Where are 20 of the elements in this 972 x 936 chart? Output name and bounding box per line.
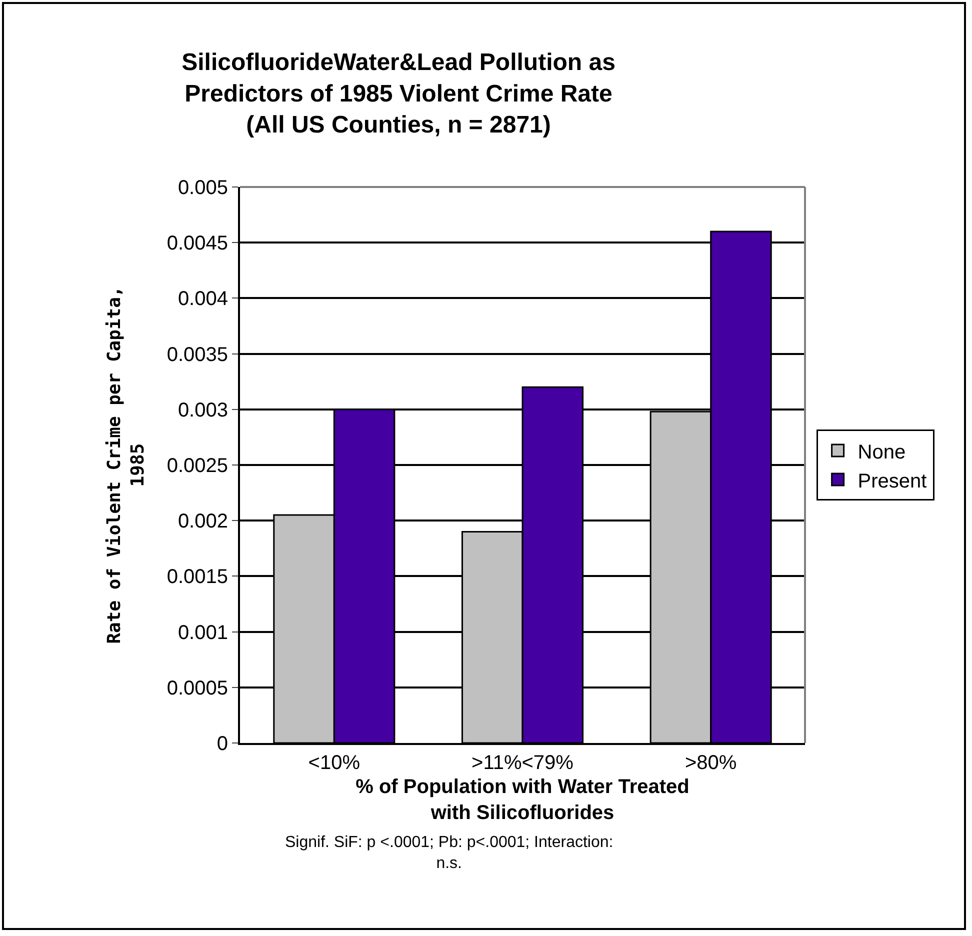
x-tick-label: >80% (684, 752, 737, 774)
y-tick-label: 0.002 (178, 510, 228, 533)
legend-label: None (858, 441, 906, 464)
y-tick-label: 0.005 (178, 177, 228, 199)
y-tick-label: 0.0035 (166, 344, 228, 366)
chart-title: SilicofluorideWater&Lead Pollution as Predictors of 1985 Violent Crime Rate (All US Counties, n = 2871) (182, 49, 616, 139)
y-tick-label: 0.0045 (166, 232, 228, 255)
y-tick-label: 0.0025 (166, 455, 228, 477)
y-tick-label: 0.004 (178, 288, 228, 310)
y-tick-label: 0 (216, 733, 228, 755)
x-axis-title: % of Population with Water Treated with Silicofluorides (356, 776, 690, 824)
x-tick-label: <10% (308, 752, 360, 774)
legend-label: Present (858, 470, 928, 492)
y-tick-label: 0.0005 (166, 677, 228, 700)
text: Signif. SiF: p <.0001; Pb: p<.0001; Interaction: n.s. (285, 834, 614, 872)
y-tick-label: 0.0015 (166, 566, 228, 588)
y-tick-label: 0.001 (178, 622, 228, 644)
y-axis-title: Rate of Violent Crime per Capita, 1985 (104, 286, 149, 644)
y-tick-label: 0.003 (178, 399, 228, 422)
x-tick-label: >11%<79% (472, 752, 574, 774)
